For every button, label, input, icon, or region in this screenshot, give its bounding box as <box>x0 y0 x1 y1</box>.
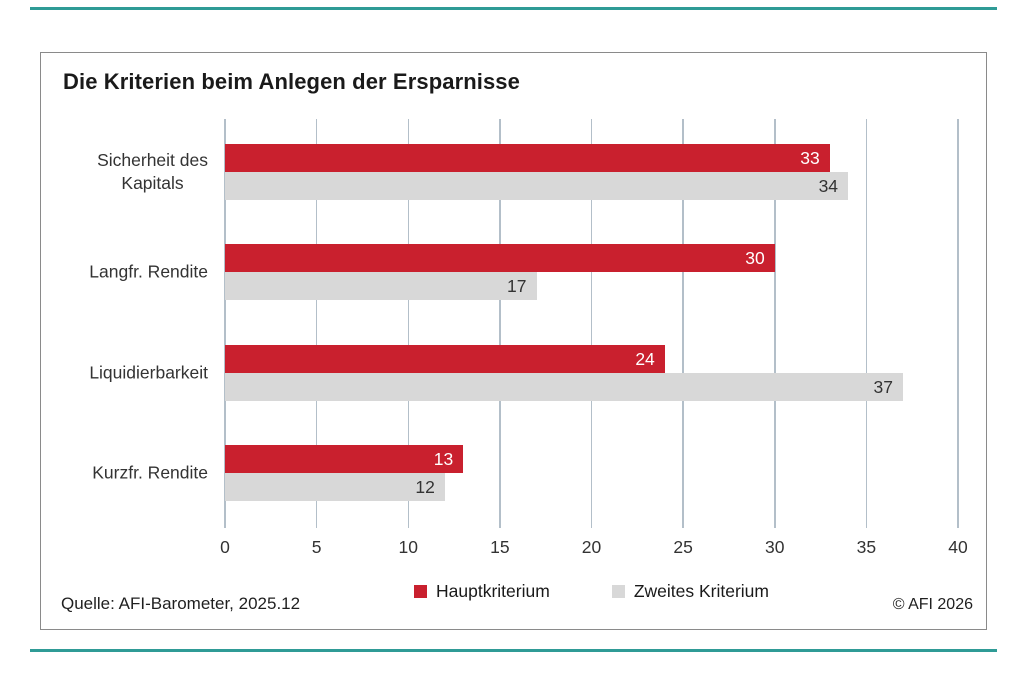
bar-value-label: 37 <box>873 377 894 397</box>
secondary-bar: 37 <box>225 373 904 401</box>
brand-rule-bottom <box>30 649 997 652</box>
secondary-bar: 12 <box>225 473 445 501</box>
x-tick-label: 30 <box>765 537 785 557</box>
legend-swatch-secondary <box>611 585 625 598</box>
x-tick-label: 0 <box>220 537 230 557</box>
gridline <box>224 119 226 528</box>
x-tick-label: 15 <box>490 537 510 557</box>
bar-value-label: 24 <box>635 349 655 369</box>
bar-value-label: 12 <box>415 477 435 497</box>
category-label: Langfr. Rendite <box>41 261 208 284</box>
category-label-text: Kurzfr. Rendite <box>92 462 208 483</box>
category-label-text: Sicherheit des Kapitals <box>97 150 208 193</box>
secondary-bar: 34 <box>225 172 849 200</box>
category-label: Sicherheit des Kapitals <box>41 149 208 195</box>
primary-bar: 24 <box>225 345 665 373</box>
x-tick-label: 20 <box>581 537 602 557</box>
legend-item-hauptkriterium: Hauptkriterium <box>414 581 550 602</box>
bar-value-label: 30 <box>745 248 765 268</box>
source-note: Quelle: AFI-Barometer, 2025.12 <box>61 594 301 613</box>
gridline <box>499 119 501 528</box>
gridline <box>957 119 959 528</box>
x-tick-label: 5 <box>311 537 322 557</box>
primary-bar: 13 <box>225 445 464 473</box>
category-label-text: Langfr. Rendite <box>89 261 208 282</box>
legend-item-zweites-kriterium: Zweites Kriterium <box>611 581 769 602</box>
brand-rule-top <box>30 7 997 10</box>
x-tick-label: 40 <box>948 537 968 557</box>
chart-title: Die Kriterien beim Anlegen der Ersparnis… <box>63 69 520 94</box>
category-label: Liquidierbarkeit <box>41 362 208 385</box>
category-label-text: Liquidierbarkeit <box>89 362 208 383</box>
copyright-note: © AFI 2026 <box>892 596 973 613</box>
gridline <box>865 119 868 528</box>
gridline <box>774 119 776 528</box>
bar-value-label: 34 <box>818 176 839 196</box>
chart-card: Die Kriterien beim Anlegen der Ersparnis… <box>40 52 987 630</box>
secondary-bar: 17 <box>225 272 537 300</box>
legend-swatch-primary <box>414 585 428 598</box>
x-tick-label: 25 <box>673 537 693 557</box>
x-tick-label: 35 <box>856 537 877 557</box>
primary-bar: 30 <box>225 244 775 272</box>
bar-value-label: 13 <box>433 449 454 469</box>
gridline <box>682 119 684 528</box>
gridline <box>315 119 318 528</box>
legend-label: Hauptkriterium <box>436 581 550 601</box>
category-label: Kurzfr. Rendite <box>41 462 208 485</box>
primary-bar: 33 <box>225 144 830 172</box>
bar-value-label: 17 <box>507 276 527 296</box>
gridline <box>407 119 409 528</box>
chart-legend: Hauptkriterium Zweites Kriterium <box>225 581 958 602</box>
legend-label: Zweites Kriterium <box>633 581 769 601</box>
bar-value-label: 33 <box>800 148 820 168</box>
gridline <box>590 119 593 528</box>
x-tick-label: 10 <box>398 537 418 557</box>
plot-area: 0 5 10 15 20 25 30 35 40 33 34 Sicherheit des Kapit… <box>41 53 986 629</box>
